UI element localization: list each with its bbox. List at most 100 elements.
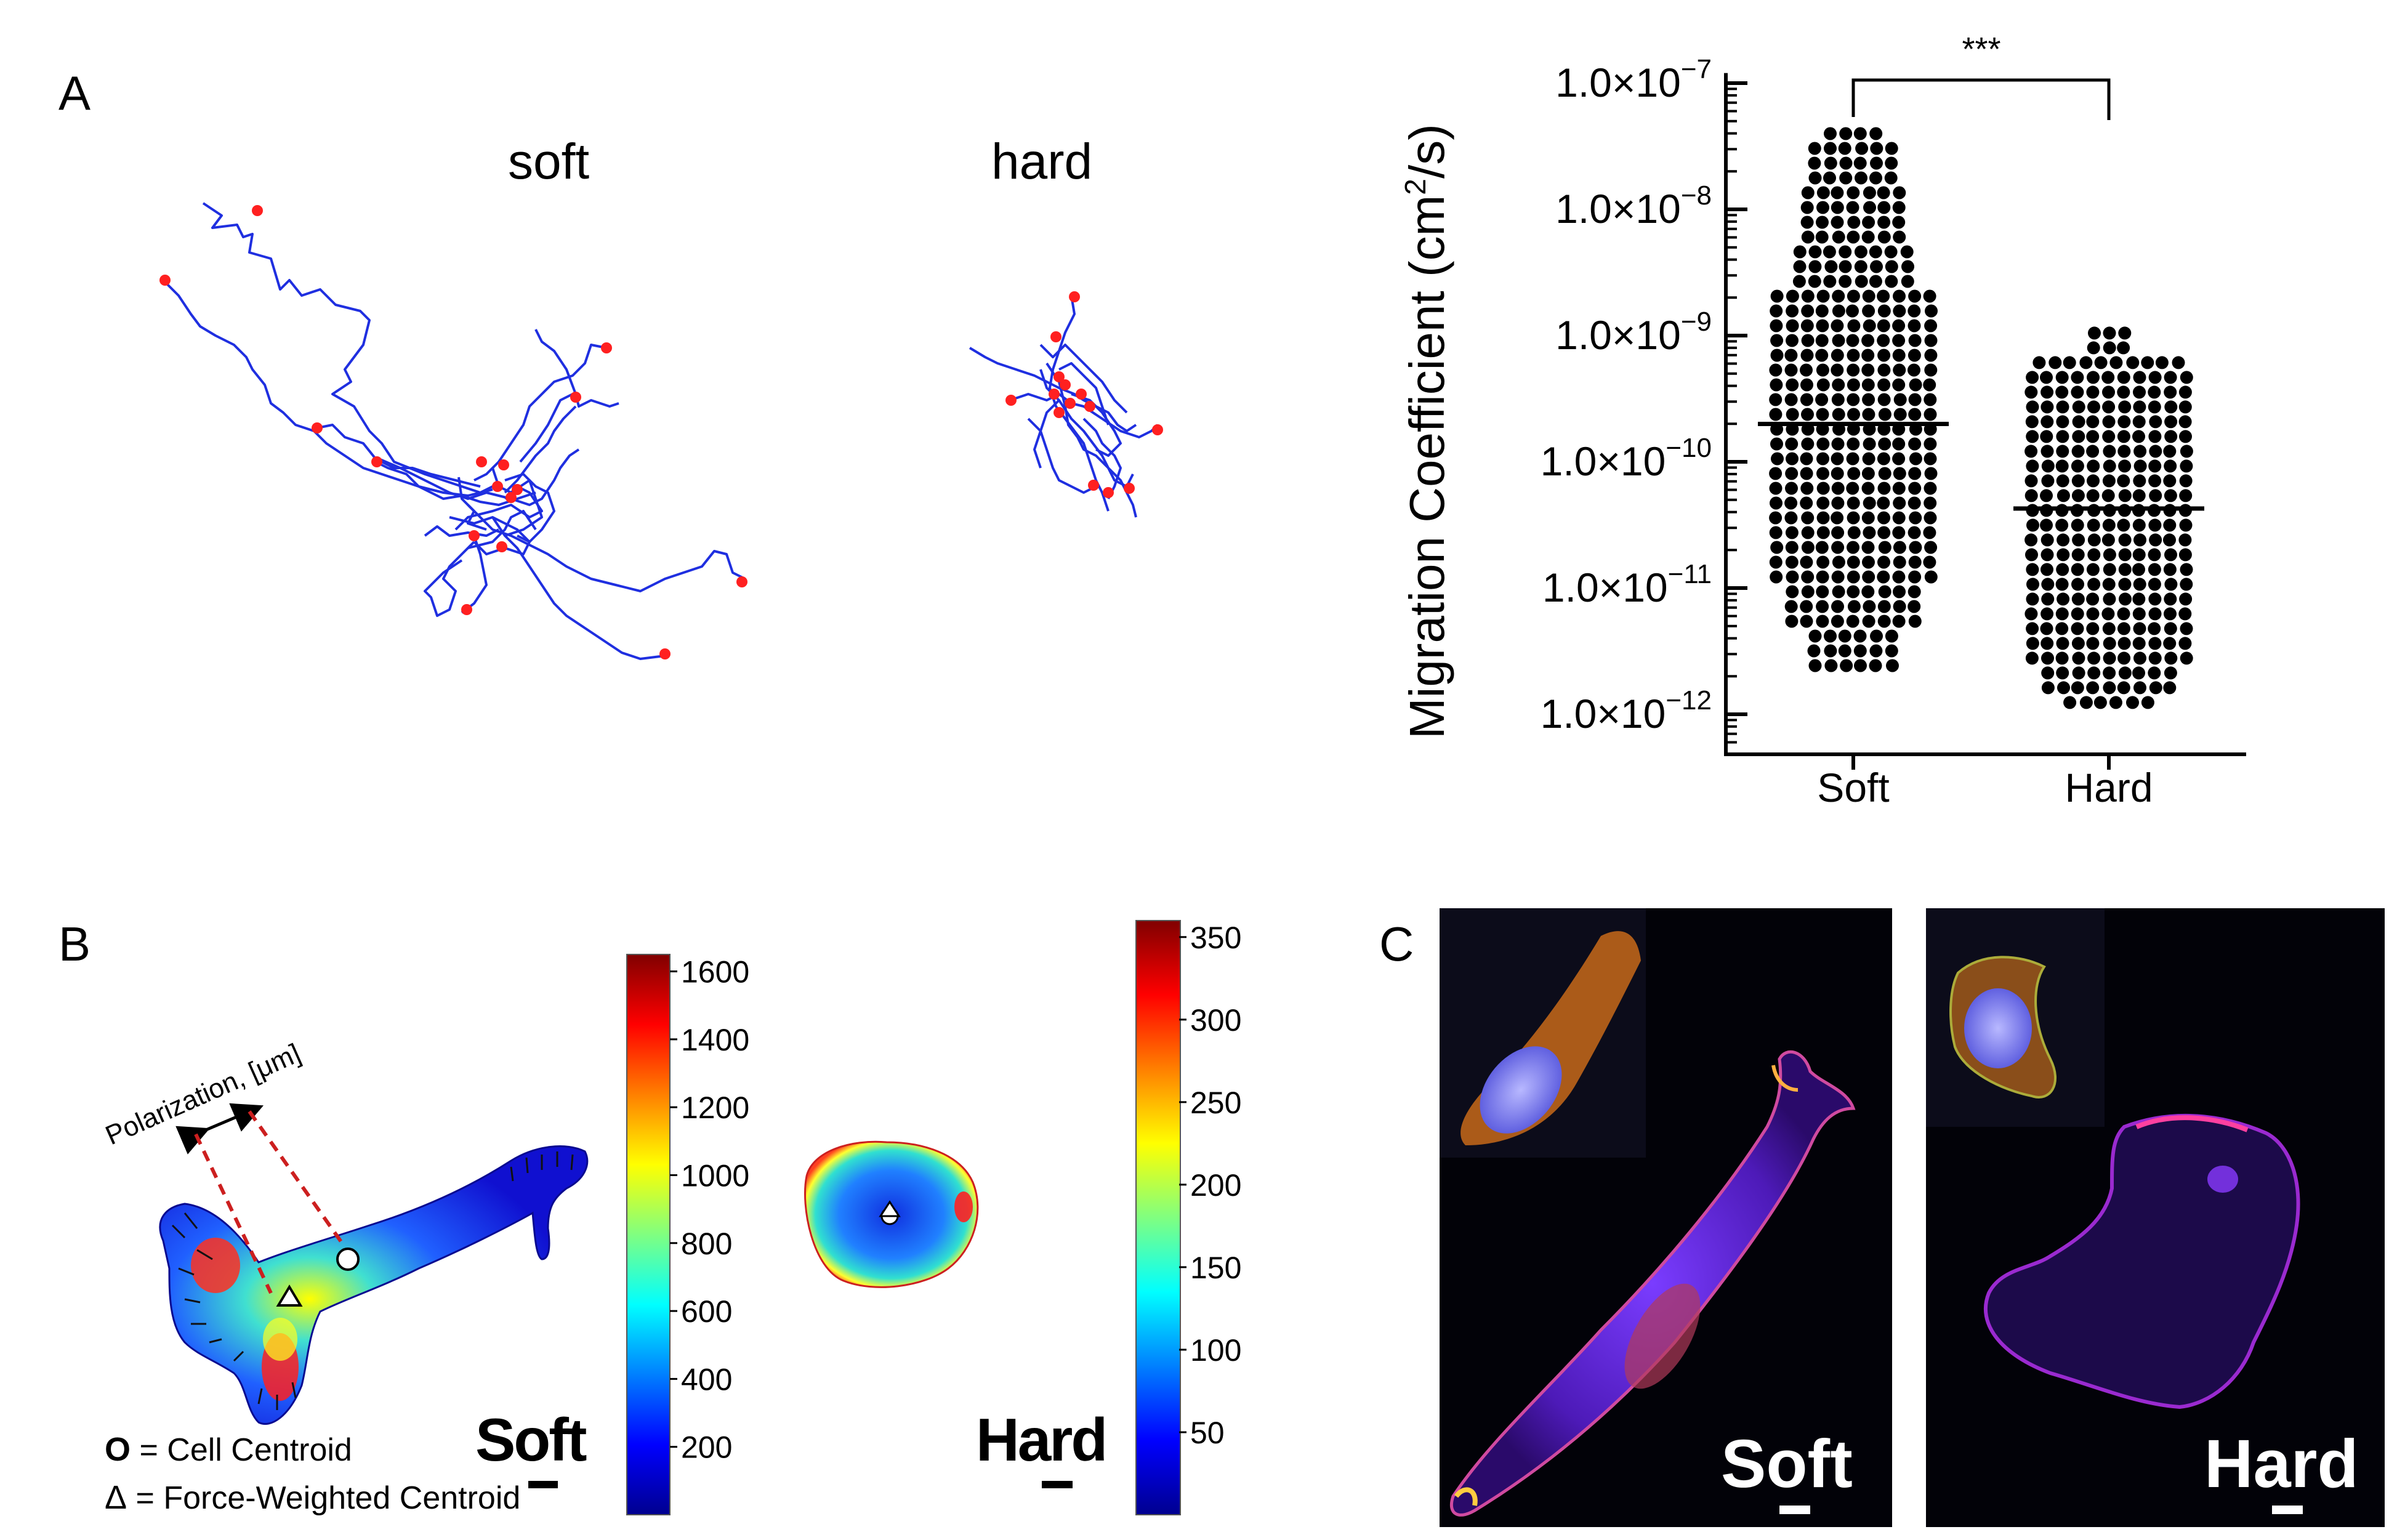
data-point bbox=[1770, 289, 1784, 303]
data-point bbox=[2164, 622, 2177, 635]
data-point bbox=[2086, 607, 2100, 621]
data-point bbox=[2049, 356, 2062, 369]
data-point bbox=[1832, 289, 1845, 303]
data-point bbox=[1816, 186, 1830, 200]
data-point bbox=[2180, 371, 2193, 384]
data-point bbox=[1877, 496, 1890, 510]
data-point bbox=[1846, 334, 1859, 347]
data-point bbox=[1877, 526, 1891, 539]
data-point bbox=[1786, 289, 1799, 303]
data-point bbox=[2071, 681, 2084, 695]
data-point bbox=[2040, 533, 2054, 547]
data-point bbox=[1801, 408, 1814, 421]
data-point bbox=[1893, 585, 1906, 599]
data-point bbox=[1908, 615, 1922, 628]
data-point bbox=[1807, 644, 1821, 658]
panel-a-hard-label: hard bbox=[991, 134, 1092, 190]
data-point bbox=[2025, 651, 2039, 665]
data-point bbox=[2040, 415, 2054, 429]
data-point bbox=[1908, 304, 1921, 318]
data-point bbox=[2086, 592, 2100, 606]
data-point bbox=[1877, 319, 1890, 333]
data-point bbox=[2148, 430, 2162, 443]
data-point bbox=[1784, 600, 1798, 613]
data-point bbox=[1831, 437, 1845, 451]
data-point bbox=[2093, 696, 2107, 709]
data-point bbox=[1793, 245, 1807, 259]
data-point bbox=[1863, 437, 1876, 451]
data-point bbox=[1831, 452, 1844, 466]
data-point bbox=[2164, 415, 2178, 429]
data-point bbox=[1786, 319, 1799, 333]
data-point bbox=[2063, 696, 2077, 709]
data-point bbox=[2026, 430, 2039, 443]
panel-c-soft-label: Soft bbox=[1721, 1426, 1853, 1502]
hard-micrograph: Hard bbox=[1926, 908, 2385, 1527]
data-point bbox=[2117, 341, 2130, 355]
data-point bbox=[1808, 171, 1822, 185]
data-point bbox=[1908, 482, 1922, 495]
data-point bbox=[1924, 570, 1938, 584]
hard-colorbar-ticks: 350 300 250 200 150 100 50 bbox=[1179, 921, 1241, 1450]
data-point bbox=[2178, 607, 2192, 621]
data-point bbox=[1908, 437, 1922, 451]
data-point bbox=[1771, 452, 1784, 466]
data-point bbox=[1823, 171, 1836, 185]
x-tick-label-hard: Hard bbox=[2065, 765, 2153, 810]
data-point bbox=[1808, 260, 1822, 273]
data-point bbox=[1815, 334, 1829, 347]
data-point bbox=[2086, 415, 2100, 429]
data-point bbox=[1800, 216, 1814, 229]
data-point bbox=[1847, 289, 1860, 303]
data-point bbox=[1861, 541, 1875, 554]
data-point bbox=[2149, 415, 2162, 429]
data-point bbox=[2148, 548, 2161, 562]
data-point bbox=[1908, 570, 1922, 584]
data-point bbox=[1893, 363, 1906, 377]
data-point bbox=[2086, 622, 2100, 635]
data-point bbox=[2148, 578, 2161, 591]
data-point bbox=[1816, 408, 1829, 421]
data-point bbox=[2071, 637, 2085, 650]
data-point bbox=[2040, 430, 2053, 443]
data-point bbox=[1893, 304, 1906, 318]
data-point bbox=[2180, 563, 2193, 576]
soft-dot-series bbox=[1769, 127, 1938, 672]
data-point bbox=[2126, 696, 2139, 709]
data-point bbox=[1832, 585, 1845, 599]
data-point bbox=[1847, 393, 1860, 406]
data-point bbox=[1800, 363, 1813, 377]
data-point bbox=[1769, 467, 1783, 480]
data-point bbox=[2102, 400, 2116, 414]
data-point bbox=[2087, 548, 2101, 562]
data-point bbox=[1862, 408, 1875, 421]
data-point bbox=[1816, 496, 1830, 510]
data-point bbox=[1823, 245, 1836, 259]
data-point bbox=[2179, 430, 2192, 443]
colorbar-tick-label: 400 bbox=[681, 1362, 732, 1397]
data-point bbox=[1786, 304, 1799, 318]
data-point bbox=[2163, 681, 2177, 695]
data-point bbox=[1923, 555, 1936, 569]
data-point bbox=[2163, 637, 2177, 650]
data-point bbox=[2025, 415, 2039, 429]
data-point bbox=[1892, 319, 1906, 333]
legend-circle-text: = Cell Centroid bbox=[131, 1432, 352, 1468]
data-point bbox=[1884, 245, 1898, 259]
data-point bbox=[1785, 615, 1799, 628]
data-point bbox=[2117, 385, 2130, 399]
data-point bbox=[1877, 570, 1890, 584]
data-point bbox=[2055, 459, 2069, 473]
data-point bbox=[1785, 526, 1799, 539]
median-lines bbox=[1758, 422, 2204, 511]
data-point bbox=[2056, 415, 2069, 429]
force-weighted-centroid-marker bbox=[276, 1284, 303, 1307]
data-point bbox=[2025, 548, 2038, 562]
data-point bbox=[1800, 467, 1813, 480]
data-point bbox=[1877, 482, 1891, 495]
y-tick-labels: 1.0×10−7 1.0×10−8 1.0×10−9 1.0×10−10 1.0×10−… bbox=[1541, 54, 1712, 736]
data-point bbox=[1877, 304, 1891, 318]
cell-centroid-marker bbox=[336, 1248, 360, 1271]
colorbar-tick-label: 800 bbox=[681, 1227, 732, 1261]
data-point bbox=[2026, 371, 2039, 384]
